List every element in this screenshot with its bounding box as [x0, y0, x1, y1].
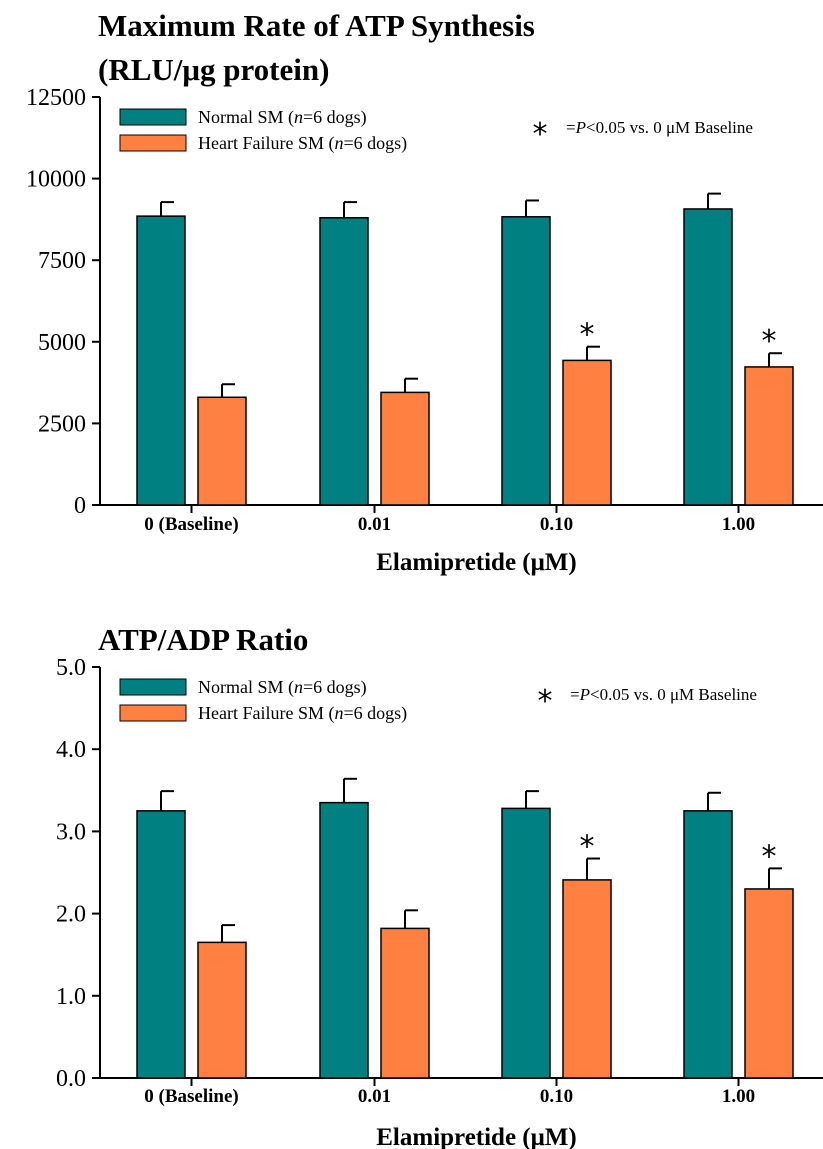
bar-heart-failure	[380, 927, 430, 1079]
chart-subtitle: (RLU/μg protein)	[98, 52, 329, 87]
x-axis-label: Elamipretide (μM)	[376, 549, 576, 576]
y-tick-label: 0	[74, 493, 86, 519]
bar-heart-failure	[197, 396, 247, 506]
significance-note-text: =P<0.05 vs. 0 μM Baseline	[570, 685, 757, 704]
y-tick-label: 2500	[38, 411, 86, 437]
y-tick-label: 4.0	[56, 737, 86, 763]
legend-swatch	[119, 134, 187, 152]
significance-note: * =P<0.05 vs. 0 μM Baseline	[538, 684, 757, 719]
significance-star: *	[580, 318, 595, 353]
significance-star: *	[762, 324, 777, 359]
bar-normal	[319, 801, 369, 1079]
bar-normal	[501, 216, 551, 506]
legend-item-normal: Normal SM (n=6 dogs)	[119, 677, 367, 698]
bar-normal	[319, 217, 369, 506]
significance-star: *	[762, 839, 777, 874]
legend-item-heart-failure: Heart Failure SM (n=6 dogs)	[119, 133, 407, 154]
bar-normal	[683, 208, 733, 506]
bar-normal	[501, 807, 551, 1079]
x-tick-label: 0 (Baseline)	[144, 514, 238, 535]
chart-title: ATP/ADP Ratio	[98, 622, 308, 657]
significance-note-star: *	[538, 684, 553, 719]
y-tick-label: 12500	[26, 85, 86, 111]
x-tick-label: 0 (Baseline)	[144, 1086, 238, 1107]
bar-heart-failure	[562, 879, 612, 1079]
legend-swatch	[119, 704, 187, 722]
y-tick-label: 0.0	[56, 1066, 86, 1092]
legend-label: Normal SM (n=6 dogs)	[198, 677, 367, 698]
x-tick-label: 0.01	[358, 514, 391, 535]
significance-note-star: *	[533, 117, 548, 152]
legend-item-normal: Normal SM (n=6 dogs)	[119, 107, 367, 128]
y-tick-label: 5000	[38, 330, 86, 356]
y-tick-label: 7500	[38, 248, 86, 274]
x-tick-label: 0.10	[540, 514, 573, 535]
legend-swatch	[119, 678, 187, 696]
legend-label: Normal SM (n=6 dogs)	[198, 107, 367, 128]
legend-label: Heart Failure SM (n=6 dogs)	[198, 703, 407, 724]
bar-normal	[683, 810, 733, 1079]
significance-note-text: =P<0.05 vs. 0 μM Baseline	[566, 118, 753, 137]
legend-label: Heart Failure SM (n=6 dogs)	[198, 133, 407, 154]
y-tick-label: 5.0	[56, 655, 86, 681]
y-tick-label: 10000	[26, 167, 86, 193]
chart-title: Maximum Rate of ATP Synthesis	[98, 8, 535, 43]
bar-heart-failure	[744, 366, 794, 506]
y-tick-label: 1.0	[56, 984, 86, 1010]
bar-normal	[136, 810, 186, 1079]
legend-item-heart-failure: Heart Failure SM (n=6 dogs)	[119, 703, 407, 724]
bar-heart-failure	[197, 941, 247, 1079]
legend-swatch	[119, 108, 187, 126]
y-tick-label: 3.0	[56, 819, 86, 845]
x-tick-label: 0.10	[540, 1086, 573, 1107]
significance-note: * =P<0.05 vs. 0 μM Baseline	[533, 117, 753, 152]
x-axis-label: Elamipretide (μM)	[376, 1124, 576, 1149]
y-tick-label: 2.0	[56, 902, 86, 928]
bar-heart-failure	[744, 888, 794, 1079]
chart-2: ATP/ADP Ratio 0.0 1.0 2.0 3.0 4.0 5.0 0 (Baseli…	[56, 622, 823, 1149]
bar-normal	[136, 215, 186, 506]
significance-star: *	[580, 830, 595, 865]
x-tick-label: 1.00	[722, 514, 755, 535]
bar-heart-failure	[380, 391, 430, 506]
chart-1: Maximum Rate of ATP Synthesis (RLU/μg pro…	[26, 8, 823, 576]
x-tick-label: 0.01	[358, 1086, 391, 1107]
x-tick-label: 1.00	[722, 1086, 755, 1107]
bar-heart-failure	[562, 359, 612, 506]
